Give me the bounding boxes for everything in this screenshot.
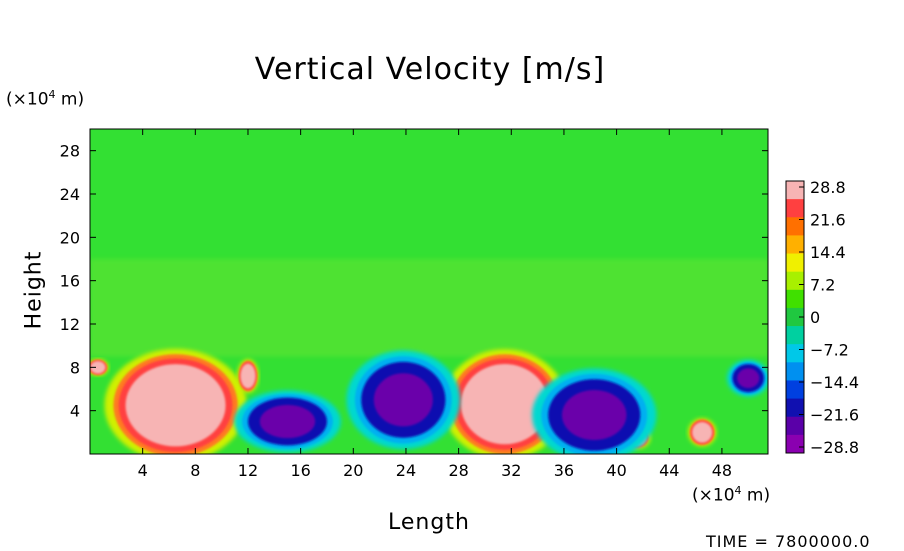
colorbar-tick-label: 7.2 — [810, 276, 835, 295]
y-tick-label: 24 — [60, 185, 80, 204]
x-tick-label: 20 — [343, 461, 363, 480]
chart-title: Vertical Velocity [m/s] — [254, 52, 606, 87]
x-tick-label: 48 — [712, 461, 732, 480]
colorbar-tick-label: −14.4 — [810, 373, 859, 392]
heatmap-downdraft-core — [259, 404, 316, 439]
heatmap-downdraft-core — [737, 368, 760, 389]
colorbar-swatch — [786, 380, 804, 400]
y-tick-label: 16 — [60, 272, 80, 291]
colorbar-tick-label: −21.6 — [810, 406, 859, 425]
y-unit-label: (×104 m) — [6, 88, 85, 110]
colorbar-swatch — [786, 398, 804, 418]
heatmap-updraft-core — [90, 361, 106, 374]
colorbar-swatch — [786, 217, 804, 236]
x-unit-label: (×104 m) — [692, 484, 771, 506]
heatmap-updraft-core — [692, 422, 713, 443]
colorbar-tick-label: −28.8 — [810, 438, 859, 457]
field-band — [90, 259, 768, 357]
colorbar-swatch — [786, 271, 804, 291]
colorbar-swatch — [786, 199, 804, 218]
colorbar-swatch — [786, 235, 804, 255]
colorbar: 28.8 21.6 14.4 7.2 0 −7.2 −14.4 −21.6 −28.8 — [785, 178, 859, 457]
colorbar-tick-label: 21.6 — [810, 211, 846, 230]
colorbar-tick-label: 28.8 — [810, 178, 846, 197]
plot-frame — [89, 128, 769, 455]
y-tick-label: 28 — [60, 142, 80, 161]
colorbar-swatch — [786, 416, 804, 436]
x-tick-label: 12 — [238, 461, 258, 480]
y-tick-label: 4 — [70, 402, 80, 421]
colorbar-swatch — [786, 181, 804, 200]
x-tick-label: 32 — [501, 461, 521, 480]
heatmap-updraft-core — [240, 363, 256, 389]
colorbar-tick-label: 14.4 — [810, 243, 846, 262]
colorbar-swatch — [786, 253, 804, 273]
heatmap-field — [90, 129, 768, 454]
x-tick-label: 4 — [138, 461, 148, 480]
x-tick-label: 24 — [396, 461, 416, 480]
y-tick-label: 8 — [70, 358, 80, 377]
colorbar-swatch — [786, 434, 804, 454]
heatmap-updraft-core — [125, 364, 226, 447]
x-tick-label: 8 — [190, 461, 200, 480]
x-tick-label: 44 — [659, 461, 679, 480]
heatmap-downdraft-core — [561, 389, 627, 441]
y-tick-label: 12 — [60, 315, 80, 334]
colorbar-swatch — [786, 362, 804, 381]
colorbar-tick-label: −7.2 — [810, 341, 849, 360]
x-tick-label: 40 — [606, 461, 626, 480]
heatmap-downdraft-core — [373, 373, 433, 427]
x-axis-label: Length — [388, 510, 470, 535]
x-tick-label: 28 — [448, 461, 468, 480]
x-tick-label: 36 — [554, 461, 574, 480]
colorbar-tick-label: 0 — [810, 308, 820, 327]
x-tick-label: 16 — [290, 461, 310, 480]
heatmap-updraft-core — [460, 364, 549, 445]
colorbar-swatch — [786, 289, 804, 309]
colorbar-swatch — [786, 307, 804, 327]
colorbar-swatch — [786, 326, 804, 345]
y-tick-label: 20 — [60, 228, 80, 247]
colorbar-swatch — [786, 344, 804, 363]
